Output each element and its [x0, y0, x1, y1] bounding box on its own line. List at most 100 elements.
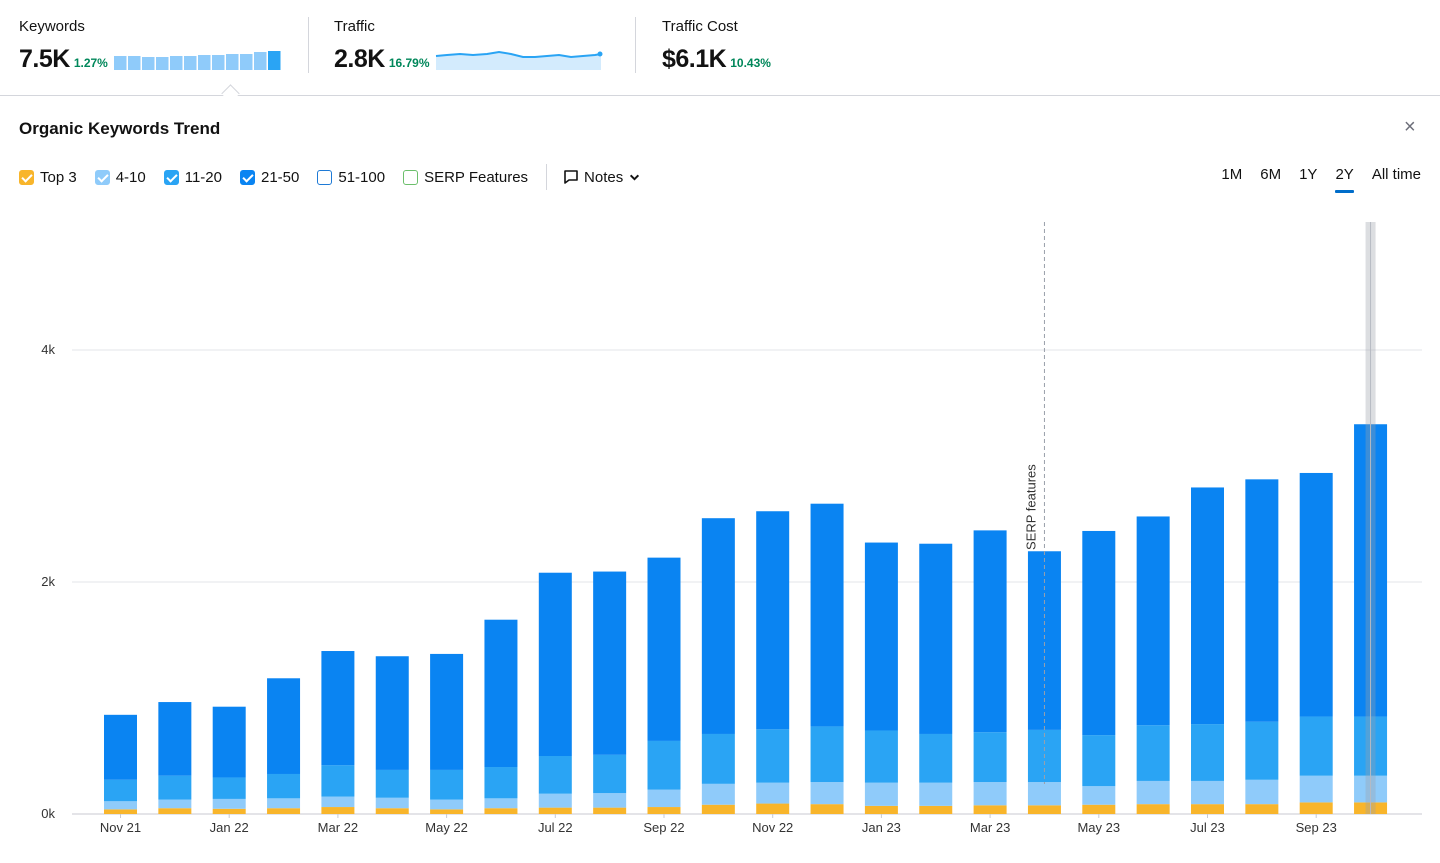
bar-segment[interactable]: [538, 756, 572, 794]
bar-segment[interactable]: [375, 797, 409, 809]
bar-segment[interactable]: [321, 796, 355, 808]
bar-stack[interactable]: [321, 651, 355, 814]
bar-segment[interactable]: [321, 651, 355, 766]
bar-segment[interactable]: [212, 808, 246, 814]
bar-segment[interactable]: [158, 775, 192, 800]
range-1y[interactable]: 1Y: [1299, 166, 1318, 183]
bar-segment[interactable]: [593, 571, 627, 755]
bar-segment[interactable]: [1082, 530, 1116, 736]
bar-stack[interactable]: [864, 542, 898, 814]
bar-segment[interactable]: [1027, 805, 1061, 814]
bar-stack[interactable]: [212, 706, 246, 814]
bar-segment[interactable]: [375, 769, 409, 798]
filter-top3[interactable]: Top 3: [19, 169, 77, 186]
bar-segment[interactable]: [756, 782, 790, 804]
bar-segment[interactable]: [104, 801, 137, 810]
bar-segment[interactable]: [1299, 802, 1333, 814]
checkbox-icon[interactable]: [19, 169, 34, 185]
bar-segment[interactable]: [919, 733, 953, 783]
filter-51-100[interactable]: 51-100: [317, 169, 385, 186]
bar-segment[interactable]: [375, 808, 409, 814]
traffic-cost-metric[interactable]: Traffic Cost $6.1K 10.43%: [662, 18, 771, 74]
bar-segment[interactable]: [593, 754, 627, 794]
bar-segment[interactable]: [212, 798, 246, 809]
bar-segment[interactable]: [756, 729, 790, 783]
bar-segment[interactable]: [267, 773, 301, 799]
bar-segment[interactable]: [484, 767, 518, 799]
bar-segment[interactable]: [538, 807, 572, 814]
range-6m[interactable]: 6M: [1260, 166, 1282, 183]
bar-segment[interactable]: [864, 730, 898, 783]
bar-stack[interactable]: [375, 656, 409, 814]
bar-segment[interactable]: [593, 793, 627, 808]
bar-segment[interactable]: [430, 769, 464, 800]
keywords-trend-chart[interactable]: 0k 2k 4k SERP features Nov 21 Jan 22 Mar 22 M…: [0, 210, 1440, 850]
bar-segment[interactable]: [919, 805, 953, 814]
bar-segment[interactable]: [1136, 725, 1170, 781]
bar-segment[interactable]: [973, 732, 1007, 783]
bar-segment[interactable]: [1299, 775, 1333, 803]
bar-segment[interactable]: [701, 783, 735, 805]
bar-segment[interactable]: [1027, 551, 1061, 730]
bar-segment[interactable]: [1082, 735, 1116, 787]
bar-segment[interactable]: [1136, 804, 1170, 814]
bar-stack[interactable]: [701, 518, 735, 814]
bar-stack[interactable]: [973, 530, 1007, 814]
bar-stack[interactable]: [1136, 516, 1170, 814]
filter-4-10[interactable]: 4-10: [94, 169, 146, 186]
bar-segment[interactable]: [973, 782, 1007, 806]
bar-segment[interactable]: [1299, 716, 1333, 776]
bar-stack[interactable]: [919, 543, 953, 814]
bar-segment[interactable]: [1136, 780, 1170, 805]
bar-stack[interactable]: [1027, 551, 1061, 814]
bar-segment[interactable]: [267, 798, 301, 809]
bar-segment[interactable]: [1245, 479, 1279, 722]
bar-segment[interactable]: [810, 726, 844, 783]
traffic-metric[interactable]: Traffic 2.8K 16.79%: [334, 18, 605, 74]
bar-stack[interactable]: [484, 619, 518, 814]
bar-stack[interactable]: [538, 572, 572, 814]
bar-stack[interactable]: [267, 678, 301, 814]
bar-segment[interactable]: [104, 714, 137, 780]
bar-segment[interactable]: [593, 807, 627, 814]
bar-segment[interactable]: [158, 702, 192, 776]
bar-segment[interactable]: [538, 793, 572, 808]
checkbox-icon[interactable]: [317, 169, 333, 185]
bar-segment[interactable]: [1245, 779, 1279, 805]
bar-segment[interactable]: [430, 653, 464, 770]
bar-stack[interactable]: [1191, 487, 1224, 814]
bar-segment[interactable]: [810, 503, 844, 727]
bar-segment[interactable]: [104, 809, 137, 814]
bar-segment[interactable]: [375, 656, 409, 770]
bar-stack[interactable]: [1082, 530, 1116, 814]
bar-stack[interactable]: [1245, 479, 1279, 814]
bar-segment[interactable]: [647, 807, 681, 814]
bar-segment[interactable]: [212, 777, 246, 799]
bar-segment[interactable]: [647, 557, 681, 741]
bar-segment[interactable]: [1191, 487, 1224, 725]
bar-segment[interactable]: [919, 782, 953, 806]
bar-stack[interactable]: [593, 571, 627, 814]
bar-stack[interactable]: [430, 653, 464, 814]
bar-segment[interactable]: [1245, 804, 1279, 814]
close-icon[interactable]: ×: [1404, 116, 1416, 138]
bar-segment[interactable]: [104, 779, 137, 802]
bar-segment[interactable]: [647, 789, 681, 808]
bar-segment[interactable]: [973, 805, 1007, 814]
bar-segment[interactable]: [1082, 804, 1116, 814]
bar-segment[interactable]: [810, 782, 844, 805]
bar-segment[interactable]: [701, 733, 735, 784]
checkbox-icon[interactable]: [240, 169, 255, 185]
bar-stack[interactable]: [1299, 472, 1333, 814]
range-2y[interactable]: 2Y: [1335, 166, 1355, 193]
bar-segment[interactable]: [1082, 786, 1116, 805]
bar-segment[interactable]: [1191, 780, 1224, 805]
bar-segment[interactable]: [267, 808, 301, 814]
range-1m[interactable]: 1M: [1221, 166, 1243, 183]
bar-segment[interactable]: [430, 809, 464, 814]
bar-segment[interactable]: [701, 804, 735, 814]
bar-segment[interactable]: [267, 678, 301, 774]
bar-segment[interactable]: [538, 572, 572, 756]
bar-segment[interactable]: [484, 798, 518, 809]
bar-segment[interactable]: [1245, 721, 1279, 780]
